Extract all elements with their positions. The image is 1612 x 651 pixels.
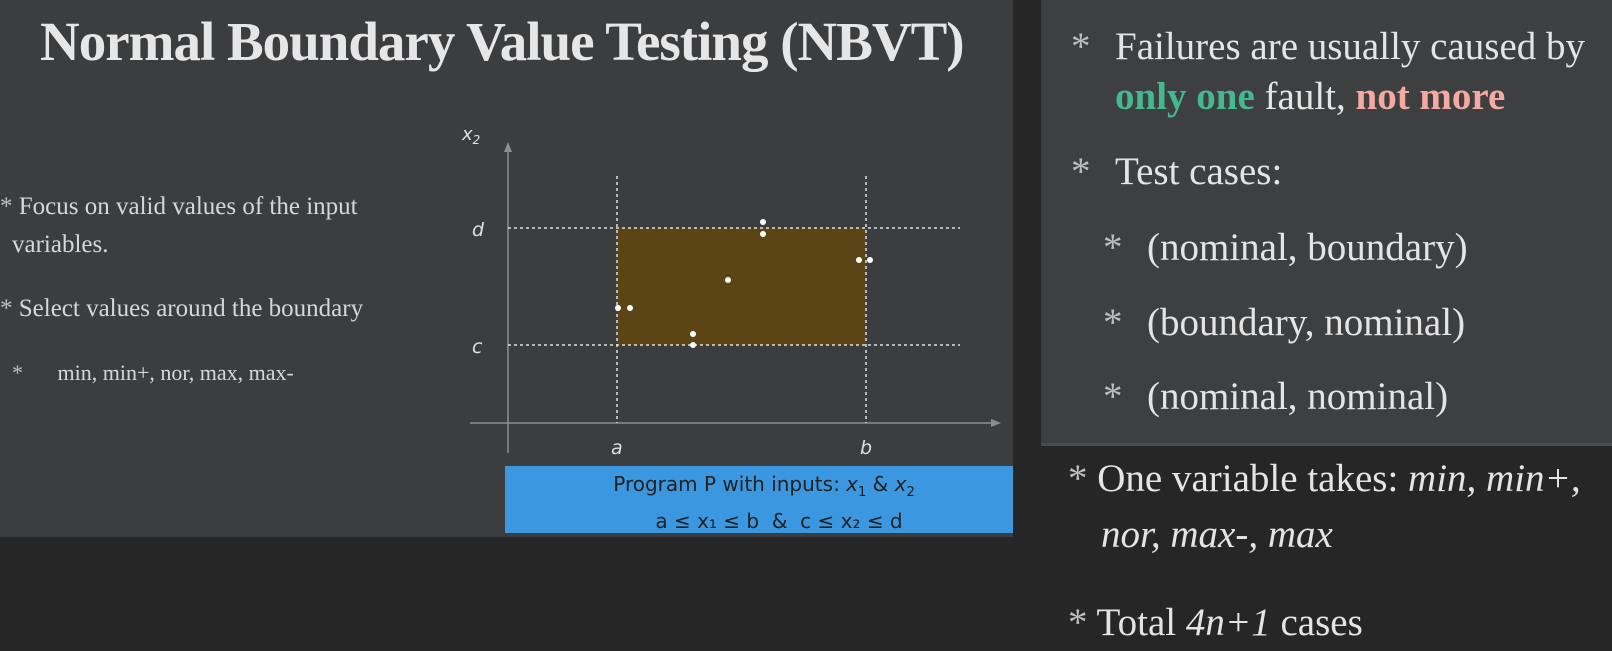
x-tick-a: a <box>611 437 623 459</box>
x-axis-arrow-icon <box>991 419 1001 427</box>
y-axis-arrow-icon <box>504 142 512 152</box>
left-slide-panel: Normal Boundary Value Testing (NBVT) * F… <box>0 0 1013 537</box>
caption-line-1: Program P with inputs: x1 & x2 <box>505 470 1013 507</box>
bullet-text: (nominal, boundary) <box>1147 226 1468 269</box>
y-axis-label: x2 <box>461 124 480 147</box>
note-one-variable-cont: nor, max-, max <box>1101 507 1333 563</box>
caption-prefix: Program P with inputs: <box>613 472 847 496</box>
right-slide-panel: * Failures are usually caused by only one… <box>1041 0 1612 446</box>
bullet-text: (nominal, nominal) <box>1147 375 1449 418</box>
test-point <box>690 342 696 348</box>
caption-x1-sub: 1 <box>858 485 867 500</box>
test-point <box>760 219 766 225</box>
bullet-star-icon: * <box>0 295 13 322</box>
valid-input-region <box>617 228 866 345</box>
bullet-text: Focus on valid values of the input <box>18 193 358 220</box>
bullet-text: Test cases: <box>1115 150 1283 193</box>
bullet-failures-continuation: only one fault, not more <box>1115 72 1505 122</box>
boundary-plot: x2 d c a b <box>461 124 1001 459</box>
note-total-formula: 4n+1 <box>1185 601 1271 644</box>
caption-line-2: a ≤ x₁ ≤ b & c ≤ x₂ ≤ d <box>655 509 903 533</box>
test-point <box>725 277 731 283</box>
highlight-not-more: not more <box>1355 75 1506 118</box>
bullet-focus: * Focus on valid values of the input <box>0 190 358 224</box>
sub-bullet-nominal-nominal: * (nominal, nominal) <box>1103 372 1448 422</box>
fault-text: fault, <box>1254 75 1356 118</box>
slide-title: Normal Boundary Value Testing (NBVT) <box>40 11 965 72</box>
caption-x2: x <box>894 472 907 496</box>
test-point <box>856 257 862 263</box>
bullet-star-icon: * <box>1103 301 1123 344</box>
bullet-star-icon: * <box>1103 226 1123 269</box>
x-tick-b: b <box>860 437 872 459</box>
highlight-only-one: only one <box>1115 75 1255 118</box>
bullet-star-icon: * <box>1103 375 1123 418</box>
bullet-select: * Select values around the boundary <box>0 292 363 326</box>
y-tick-c: c <box>472 336 483 358</box>
note-total-suffix: cases <box>1270 601 1363 644</box>
program-caption: Program P with inputs: x1 & x2 a ≤ x₁ ≤ … <box>505 466 1013 533</box>
note-total: * Total 4n+1 cases <box>1068 595 1363 651</box>
bullet-star-icon: * <box>12 360 23 385</box>
bullet-star-icon: * <box>1068 601 1088 644</box>
bullet-test-cases: * Test cases: <box>1071 147 1282 197</box>
note-values-part2: nor, max-, max <box>1101 513 1333 556</box>
bullet-star-icon: * <box>0 193 13 220</box>
note-one-variable: * One variable takes: min, min+, <box>1068 451 1581 507</box>
test-point <box>627 305 633 311</box>
sub-bullet-boundary-nominal: * (boundary, nominal) <box>1103 298 1465 348</box>
note-total-prefix: Total <box>1096 601 1186 644</box>
test-point <box>615 305 621 311</box>
bullet-failures: * Failures are usually caused by <box>1071 22 1585 72</box>
caption-x1: x <box>846 472 859 496</box>
test-point <box>760 231 766 237</box>
bullet-star-icon: * <box>1068 457 1088 500</box>
note-values-part1: min, min+, <box>1408 457 1581 500</box>
sub-bullet-nominal-boundary: * (nominal, boundary) <box>1103 223 1468 273</box>
bullet-focus-continuation: variables. <box>12 231 109 258</box>
caption-x2-sub: 2 <box>906 485 915 500</box>
bullet-text: Select values around the boundary <box>18 295 364 322</box>
test-point <box>690 331 696 337</box>
bullet-star-icon: * <box>1071 150 1091 193</box>
sub-bullet-values: * min, min+, nor, max, max- <box>12 356 294 390</box>
test-point <box>867 257 873 263</box>
bullet-text: (boundary, nominal) <box>1147 301 1466 344</box>
bullet-text: Failures are usually caused by <box>1115 25 1586 68</box>
y-tick-d: d <box>472 219 485 241</box>
bullet-star-icon: * <box>1071 25 1091 68</box>
note-prefix: One variable takes: <box>1097 457 1409 500</box>
caption-amp: & <box>866 472 895 496</box>
bullet-text: min, min+, nor, max, max- <box>57 360 294 385</box>
